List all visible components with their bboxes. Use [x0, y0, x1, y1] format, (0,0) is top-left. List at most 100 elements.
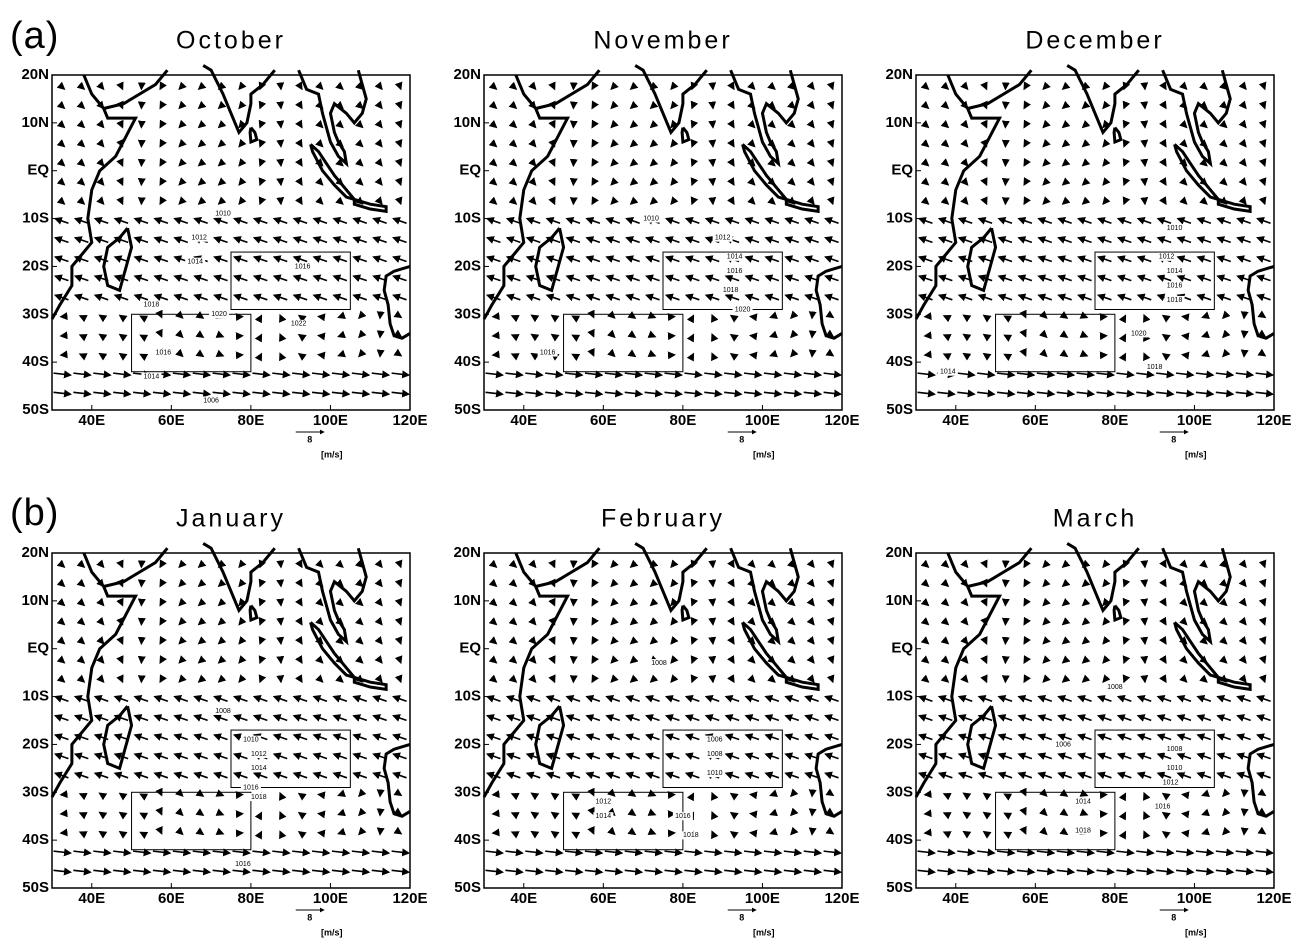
wind-arrow: [748, 313, 758, 322]
wind-arrow: [1136, 389, 1155, 398]
wind-arrow: [649, 636, 659, 645]
wind-arrow: [173, 752, 189, 761]
contour-label-bg: [1144, 362, 1165, 371]
contour-label-bg: [704, 735, 725, 744]
y-tick-label: 30S: [454, 783, 481, 800]
wind-arrow: [1201, 789, 1210, 797]
y-tick-label: 30S: [22, 305, 49, 322]
wind-arrow: [1236, 771, 1251, 780]
wind-arrow: [1175, 848, 1195, 857]
wind-arrow: [1196, 236, 1212, 244]
wind-arrow: [193, 695, 208, 703]
contour-label-bg: [1152, 802, 1173, 811]
wind-arrow: [980, 81, 988, 91]
wind-arrow: [254, 811, 263, 821]
wind-arrow: [645, 714, 660, 722]
wind-arrow: [315, 559, 324, 569]
wind-arrow: [917, 848, 936, 857]
wind-arrow: [550, 830, 560, 839]
wind-arrow: [670, 138, 679, 148]
wind-arrow: [1118, 792, 1127, 802]
wind-arrow: [711, 791, 719, 801]
wind-arrow: [826, 578, 835, 588]
wind-arrow: [1057, 771, 1072, 780]
wind-arrow: [374, 616, 383, 626]
wind-arrow: [545, 293, 561, 302]
wind-arrow: [173, 274, 189, 283]
wind-arrow: [997, 695, 1013, 703]
x-tick-label: 80E: [238, 890, 265, 907]
wind-arrow: [133, 274, 149, 283]
wind-arrow: [824, 255, 839, 263]
wind-arrow: [744, 217, 760, 225]
wind-arrow: [1061, 119, 1071, 129]
wind-arrow: [545, 217, 561, 225]
wind-arrow: [591, 196, 599, 206]
wind-arrow: [93, 389, 112, 398]
wind-arrow: [508, 655, 518, 664]
wind-arrow: [1116, 714, 1132, 722]
wind-arrow: [690, 597, 699, 607]
wind-arrow: [1076, 370, 1096, 379]
x-tick-label: 100E: [313, 890, 348, 907]
wind-arrow: [786, 81, 796, 90]
wind-arrow: [374, 578, 383, 588]
wind-arrow: [767, 158, 776, 167]
wind-arrow: [217, 597, 227, 607]
wind-arrow: [374, 81, 383, 91]
wind-arrow: [764, 274, 780, 283]
wind-arrow: [1077, 255, 1092, 263]
wind-arrow: [784, 752, 800, 761]
wind-arrow: [113, 255, 129, 263]
wind-arrow: [625, 752, 640, 761]
wind-arrow: [525, 293, 541, 302]
coastline: [741, 143, 791, 203]
coastline: [1246, 742, 1275, 818]
wind-arrow: [1023, 196, 1031, 206]
wind-arrow: [394, 158, 403, 167]
wind-arrow: [1238, 100, 1247, 110]
wind-arrow: [56, 177, 66, 186]
wind-arrow: [393, 329, 403, 338]
wind-arrow: [312, 274, 328, 283]
wind-arrow: [1196, 293, 1212, 302]
wind-arrow: [295, 616, 303, 626]
x-tick-label: 40E: [510, 412, 537, 429]
panel-title: January: [176, 505, 286, 533]
wind-arrow: [724, 867, 743, 876]
wind-arrow: [804, 217, 819, 225]
wind-arrow: [217, 578, 227, 588]
wind-arrow: [272, 255, 288, 263]
wind-arrow: [937, 771, 953, 780]
wind-arrow: [605, 771, 621, 780]
wind-arrow: [670, 559, 679, 569]
wind-arrow: [213, 255, 228, 263]
wind-arrow: [962, 792, 972, 801]
wind-arrow: [591, 81, 599, 91]
wind-arrow: [335, 196, 344, 205]
wind-arrow: [133, 714, 149, 722]
wind-arrow: [272, 274, 288, 283]
region-box: [995, 791, 1116, 851]
wind-arrow: [1102, 100, 1111, 110]
wind-arrow: [315, 674, 324, 683]
wind-arrow: [335, 636, 344, 645]
wind-arrow: [704, 695, 720, 703]
wind-arrow: [56, 674, 66, 683]
y-tick-label: 10S: [454, 210, 481, 227]
wind-arrow: [485, 695, 501, 703]
wind-arrow: [629, 636, 639, 645]
wind-arrow: [118, 333, 128, 342]
wind-arrow: [806, 119, 815, 129]
contour-label-bg: [724, 267, 745, 276]
wind-arrow: [195, 330, 205, 339]
wind-arrow: [605, 293, 621, 302]
contour-label: 1008: [707, 751, 723, 758]
reference-unit: [m/s]: [321, 927, 343, 937]
wind-arrow: [254, 333, 263, 343]
wind-arrow: [159, 635, 167, 645]
wind-arrow: [645, 255, 660, 263]
wind-arrow: [1258, 559, 1267, 569]
wind-arrow: [295, 578, 303, 588]
